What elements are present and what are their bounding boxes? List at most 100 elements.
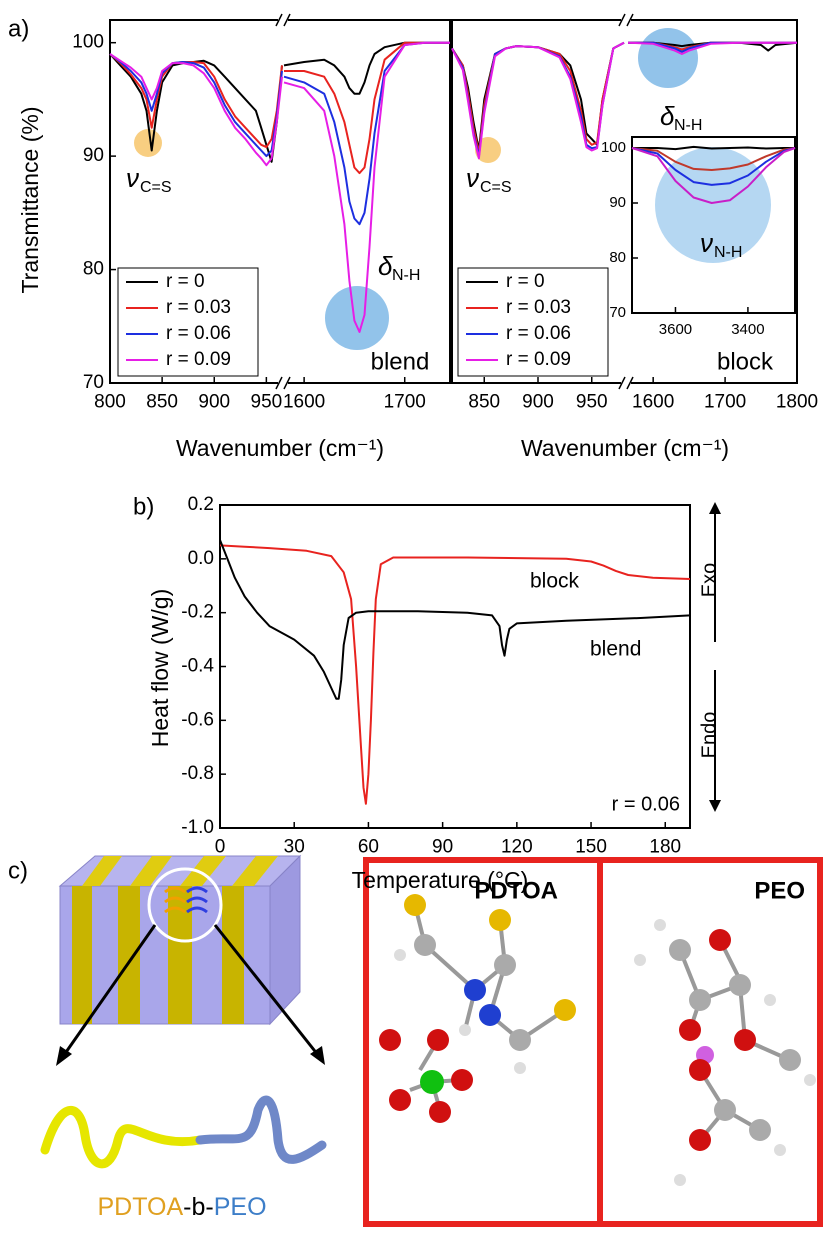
x-tick-label: 950 [251, 392, 283, 413]
series-label: block [530, 570, 580, 593]
series-line [632, 145, 795, 151]
panel-label: a) [8, 15, 29, 42]
x-tick-label: 950 [576, 392, 608, 413]
x-tick-label: 1800 [776, 392, 818, 413]
chain-label: PDTOA-b-PEO [97, 1193, 266, 1221]
annotation-symbol: δ [660, 101, 675, 131]
x-tick-label: 850 [468, 392, 500, 413]
axis-break-gap [621, 380, 631, 386]
axis-break [275, 13, 283, 27]
axis-break [283, 13, 291, 27]
legend-label: r = 0.09 [506, 349, 571, 370]
series-line [219, 544, 691, 805]
annotation: Exo [698, 563, 720, 597]
y-tick-label: 70 [609, 304, 626, 321]
series-label: blend [590, 638, 641, 661]
series-line [451, 41, 625, 160]
highlight [655, 147, 771, 263]
legend-label: r = 0 [506, 271, 545, 292]
series-line [283, 41, 450, 333]
x-tick-label: 900 [522, 392, 554, 413]
annotation-subscript: C=S [480, 179, 512, 196]
legend-box [117, 267, 259, 377]
highlight [638, 28, 698, 88]
axis-break-gap [278, 17, 288, 23]
y-tick-label: 80 [83, 259, 104, 280]
series-line [284, 41, 450, 175]
axis-break [626, 376, 634, 390]
legend-label: r = 0.06 [506, 323, 571, 344]
x-tick-label: 30 [284, 837, 305, 858]
x-tick-label: 3400 [731, 321, 764, 338]
series-line [631, 147, 796, 186]
panel-label: b) [133, 493, 154, 520]
annotation-symbol: δ [378, 251, 393, 281]
annotation: Endo [698, 712, 720, 759]
x-tick-label: 1700 [704, 392, 746, 413]
x-tick-label: 1600 [632, 392, 674, 413]
molecule-boxes [363, 857, 823, 1227]
x-axis-title: Temperature (°C) [352, 867, 529, 893]
y-axis-title: Transmittance (%) [17, 106, 43, 293]
chain-label-c: PEO [214, 1193, 267, 1221]
chain-label-b: -b- [183, 1193, 214, 1221]
y-tick-label: -1.0 [181, 817, 214, 838]
y-tick-label: 70 [83, 372, 104, 393]
panel-label: c) [8, 857, 28, 884]
x-tick-label: 1700 [384, 392, 426, 413]
highlight [134, 129, 162, 157]
x-axis-title: Wavenumber (cm⁻¹) [521, 435, 729, 461]
x-tick-label: 800 [94, 392, 126, 413]
annotation-subscript: N-H [714, 244, 742, 261]
y-tick-label: 100 [72, 32, 104, 53]
series-line [631, 147, 796, 171]
axis-break [618, 376, 626, 390]
x-tick-label: 90 [432, 837, 453, 858]
axis-break [283, 376, 291, 390]
x-tick-label: 150 [575, 837, 607, 858]
chain-label-a: PDTOA [97, 1193, 183, 1221]
y-tick-label: -0.8 [181, 763, 214, 784]
series-line [631, 147, 796, 204]
annotation-subscript: N-H [392, 267, 420, 284]
series-line [219, 539, 691, 700]
x-tick-label: 1600 [283, 392, 325, 413]
annotation: r = 0.06 [612, 793, 680, 815]
box-title: PDTOA [474, 877, 558, 904]
y-tick-label: 0.2 [188, 494, 214, 515]
legend-box [457, 267, 609, 377]
x-tick-label: 0 [215, 837, 226, 858]
lamella-diagram [40, 854, 327, 1169]
annotation-subscript: N-H [674, 117, 702, 134]
y-tick-label: 90 [609, 194, 626, 211]
legend-label: r = 0.09 [166, 349, 231, 370]
annotation-symbol: ν [700, 228, 713, 258]
axis-break [618, 13, 626, 27]
y-tick-label: 100 [601, 139, 626, 156]
axis-break [275, 376, 283, 390]
x-tick-label: 120 [501, 837, 533, 858]
x-tick-label: 3600 [659, 321, 692, 338]
panel-tag: blend [371, 348, 430, 375]
series-line [109, 53, 283, 158]
legend-label: r = 0.06 [166, 323, 231, 344]
series-line [627, 41, 797, 55]
annotation-subscript: C=S [140, 179, 172, 196]
y-tick-label: -0.6 [181, 709, 214, 730]
annotation-symbol: ν [126, 163, 139, 193]
series-line [283, 41, 450, 226]
y-tick-label: 0.0 [188, 548, 214, 569]
series-line [109, 53, 283, 163]
legend-label: r = 0.03 [166, 297, 231, 318]
y-tick-label: -0.4 [181, 656, 214, 677]
axis-break-gap [278, 380, 288, 386]
legend-label: r = 0 [166, 271, 205, 292]
x-tick-label: 900 [198, 392, 230, 413]
legend-label: r = 0.03 [506, 297, 571, 318]
x-axis-title: Wavenumber (cm⁻¹) [176, 435, 384, 461]
x-tick-label: 180 [649, 837, 681, 858]
panel-tag: block [717, 348, 774, 375]
series-line [109, 53, 283, 149]
